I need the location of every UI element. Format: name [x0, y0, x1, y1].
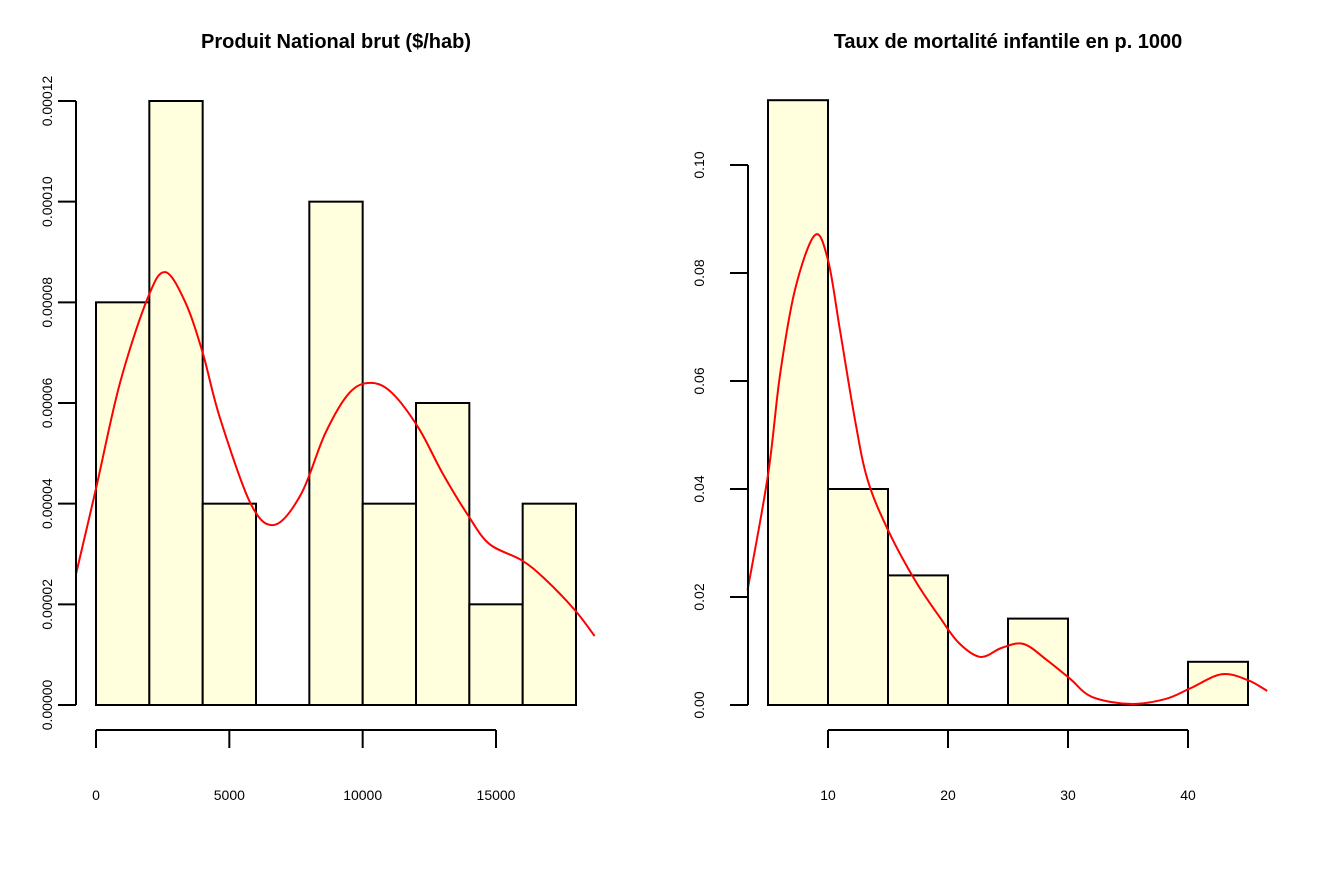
y-tick-label: 0.00004 — [39, 478, 55, 529]
x-tick-label: 40 — [1180, 787, 1196, 803]
histogram-panel-gnp: Produit National brut ($/hab) 0.000000.0… — [39, 31, 596, 803]
y-tick-label: 0.00000 — [39, 679, 55, 730]
x-tick-label: 5000 — [214, 787, 245, 803]
histogram-panel-infant-mortality: Taux de mortalité infantile en p. 1000 0… — [691, 31, 1268, 803]
x-axis: 0 5000 10000 15000 — [92, 729, 516, 803]
x-tick-label: 15000 — [477, 787, 516, 803]
histogram-bar — [521, 502, 578, 706]
histogram-bar — [415, 402, 471, 706]
x-tick-label: 20 — [940, 787, 956, 803]
y-tick-label: 0.00006 — [39, 377, 55, 428]
x-tick-label: 10000 — [343, 787, 382, 803]
y-tick-label: 0.00008 — [39, 277, 55, 328]
y-axis: 0.00 0.02 0.04 0.06 0.08 0.10 — [691, 151, 749, 719]
histogram-bar — [767, 99, 829, 706]
density-curve — [75, 271, 596, 637]
x-axis: 10 20 30 40 — [820, 729, 1196, 803]
y-tick-label: 0.00 — [691, 691, 707, 718]
chart-title: Taux de mortalité infantile en p. 1000 — [834, 31, 1183, 53]
y-tick-label: 0.02 — [691, 583, 707, 610]
x-tick-label: 0 — [92, 787, 100, 803]
chart-title: Produit National brut ($/hab) — [201, 31, 471, 53]
y-tick-label: 0.00010 — [39, 176, 55, 227]
histogram-bar — [827, 488, 889, 706]
density-curve — [746, 233, 1268, 705]
y-tick-label: 0.10 — [691, 151, 707, 178]
histogram-bar — [1007, 617, 1069, 706]
histogram-bar — [361, 502, 417, 706]
y-tick-label: 0.06 — [691, 367, 707, 394]
x-tick-label: 30 — [1060, 787, 1076, 803]
histogram-bar — [201, 502, 258, 706]
histogram-bars — [95, 100, 578, 707]
y-tick-label: 0.04 — [691, 475, 707, 502]
histogram-bar — [887, 574, 949, 707]
y-tick-label: 0.00002 — [39, 579, 55, 630]
histogram-bar — [95, 301, 151, 706]
histogram-bar — [1187, 660, 1249, 706]
y-tick-label: 0.08 — [691, 259, 707, 286]
histogram-bar — [148, 100, 204, 706]
x-tick-label: 10 — [820, 787, 836, 803]
histogram-bars — [767, 99, 1249, 707]
histogram-bar — [468, 603, 524, 706]
y-axis: 0.00000 0.00002 0.00004 0.00006 0.00008 0.000… — [39, 75, 77, 730]
y-tick-label: 0.00012 — [39, 75, 55, 126]
histogram-bar — [308, 200, 364, 707]
